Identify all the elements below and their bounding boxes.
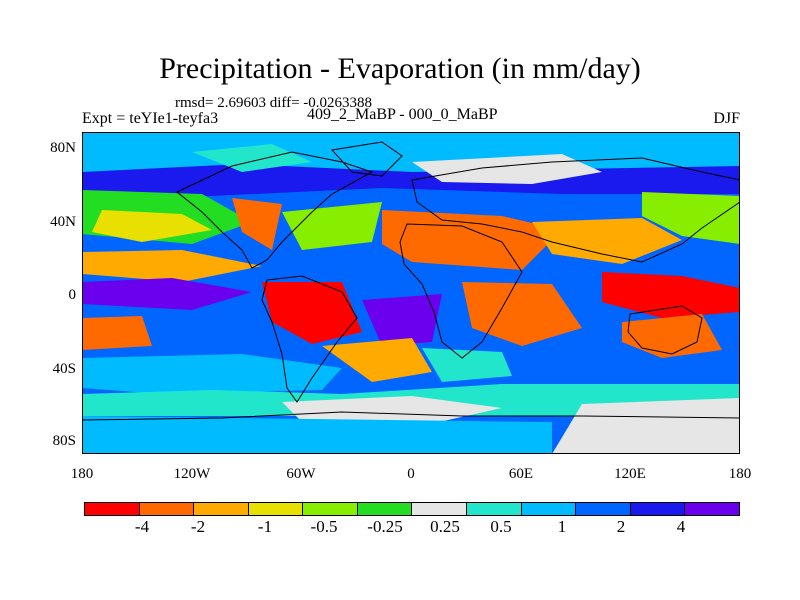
- x-tick-label: 60E: [508, 466, 534, 482]
- colorbar-label: -0.25: [367, 517, 403, 536]
- colorbar-label: 0.5: [490, 517, 512, 536]
- y-tick-label: 0: [68, 287, 77, 303]
- colorbar-segment: [139, 503, 195, 515]
- colorbar-segment: [85, 503, 140, 515]
- colorbar-segment: [576, 503, 631, 515]
- colorbar: [84, 502, 740, 516]
- y-tick-label: 80N: [50, 140, 76, 156]
- colorbar-label: 1: [557, 517, 567, 536]
- x-tick-label: 0: [407, 466, 415, 482]
- colorbar-segment: [521, 503, 577, 515]
- colorbar-segment: [194, 503, 249, 515]
- colorbar-label: -1: [257, 517, 273, 536]
- coastlines: [82, 141, 740, 421]
- colorbar-label: -2: [190, 517, 206, 536]
- map-plot: [82, 132, 740, 454]
- subtitle: 409_2_MaBP - 000_0_MaBP: [307, 106, 498, 123]
- colorbar-label: 2: [616, 517, 626, 536]
- colorbar-segment: [412, 503, 468, 515]
- x-tick-label: 180: [728, 466, 752, 482]
- colorbar-segment: [467, 503, 522, 515]
- x-tick-label: 120E: [614, 466, 646, 482]
- colorbar-label: -0.5: [310, 517, 338, 536]
- y-tick-label: 40S: [52, 361, 76, 377]
- season-label: DJF: [713, 110, 740, 127]
- colorbar-segment: [357, 503, 413, 515]
- colorbar-segment: [303, 503, 358, 515]
- x-tick-label: 60W: [286, 466, 316, 482]
- colorbar-label: -4: [134, 517, 150, 536]
- map-field: [82, 132, 740, 454]
- stats-text: rmsd= 2.69603 diff= -0.0263388: [175, 95, 373, 111]
- x-tick-label: 120W: [173, 466, 211, 482]
- colorbar-label: 4: [676, 517, 686, 536]
- map-title: Precipitation - Evaporation (in mm/day): [159, 52, 641, 85]
- y-tick-label: 80S: [52, 433, 76, 449]
- colorbar-segment: [685, 503, 739, 515]
- y-tick-label: 40N: [50, 214, 76, 230]
- colorbar-segment: [630, 503, 686, 515]
- x-tick-label: 180: [70, 466, 94, 482]
- colorbar-label: 0.25: [430, 517, 460, 536]
- colorbar-segment: [248, 503, 304, 515]
- experiment-label: Expt = teYIe1-teyfa3: [82, 110, 219, 127]
